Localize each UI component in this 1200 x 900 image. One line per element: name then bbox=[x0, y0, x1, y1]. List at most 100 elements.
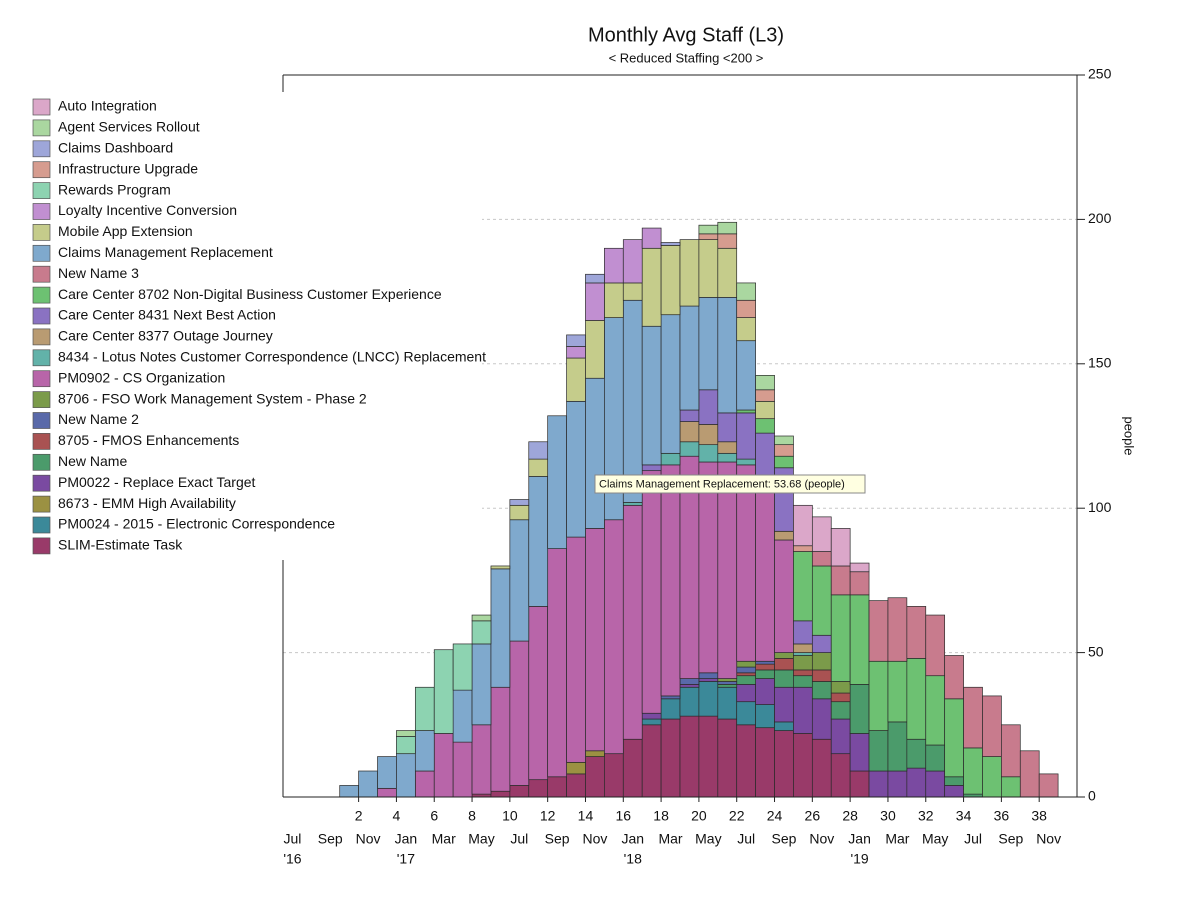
bar-segment bbox=[755, 487, 775, 662]
bar-segment bbox=[414, 730, 435, 772]
legend-label: Claims Management Replacement bbox=[58, 244, 273, 260]
x-date-label: Jan bbox=[621, 831, 644, 847]
bar-segment bbox=[717, 678, 738, 682]
bar-segment bbox=[396, 730, 416, 737]
x-date-label: Nov bbox=[1036, 831, 1061, 847]
legend-swatch bbox=[32, 391, 51, 408]
bar-segment bbox=[755, 669, 775, 679]
bar-segment bbox=[660, 695, 681, 700]
x-date-label: Jul bbox=[964, 831, 982, 847]
legend-swatch bbox=[32, 140, 51, 158]
x-tick-label: 2 bbox=[355, 808, 363, 824]
bar-segment bbox=[736, 660, 756, 668]
legend-swatch bbox=[32, 224, 51, 241]
tooltip: Claims Management Replacement: 53.68 (pe… bbox=[594, 474, 866, 494]
bar-segment bbox=[566, 346, 586, 359]
bar-segment bbox=[982, 756, 1002, 798]
bar-segment bbox=[811, 669, 832, 682]
legend-swatch bbox=[32, 474, 51, 492]
bar-segment bbox=[774, 652, 794, 659]
bar-segment bbox=[736, 464, 756, 662]
x-tick-label: 28 bbox=[842, 808, 858, 824]
bar-segment bbox=[585, 750, 605, 757]
bar-segment bbox=[566, 761, 586, 775]
bar-segment bbox=[358, 770, 378, 798]
bar-segment bbox=[793, 551, 813, 622]
x-date-label: Nov bbox=[356, 831, 381, 847]
bar-segment bbox=[641, 325, 662, 466]
bar-segment bbox=[717, 441, 738, 454]
bar-segment bbox=[679, 684, 700, 688]
x-tick-label: 38 bbox=[1031, 808, 1047, 824]
bar-segment bbox=[604, 753, 624, 798]
legend-label: Mobile App Extension bbox=[58, 223, 193, 239]
x-date-label: Mar bbox=[432, 831, 456, 847]
bar-segment bbox=[698, 233, 719, 240]
bar-segment bbox=[906, 738, 927, 769]
bar-segment bbox=[755, 389, 775, 402]
bar-segment bbox=[944, 698, 964, 778]
bar-segment bbox=[868, 660, 889, 731]
bar-segment bbox=[755, 663, 775, 671]
tooltip-text: Claims Management Replacement: 53.68 (pe… bbox=[599, 478, 845, 490]
bar-segment bbox=[679, 305, 700, 411]
x-date-label: Jul bbox=[510, 831, 528, 847]
bar-segment bbox=[755, 727, 775, 798]
bar-segment bbox=[717, 221, 738, 235]
bar-segment bbox=[717, 718, 738, 798]
bar-segment bbox=[982, 695, 1002, 757]
bar-segment bbox=[793, 643, 813, 653]
x-tick-label: 16 bbox=[615, 808, 631, 824]
bar-segment bbox=[622, 738, 643, 798]
bar-segment bbox=[490, 686, 511, 792]
legend-swatch bbox=[32, 433, 51, 450]
x-date-label: Mar bbox=[658, 831, 682, 847]
bar-segment bbox=[641, 712, 662, 720]
bar-segment bbox=[679, 686, 700, 717]
bar-segment bbox=[717, 684, 738, 688]
bar-segment bbox=[660, 314, 681, 454]
bar-segment bbox=[547, 776, 567, 798]
bar-segment bbox=[509, 640, 530, 786]
bar-segment bbox=[698, 672, 719, 679]
bar-segment bbox=[849, 770, 870, 798]
legend-swatch bbox=[32, 244, 51, 262]
bar-segment bbox=[1001, 776, 1021, 798]
legend-label: Infrastructure Upgrade bbox=[58, 160, 198, 176]
bar-segment bbox=[830, 594, 851, 682]
bar-segment bbox=[793, 655, 813, 671]
bar-segment bbox=[736, 412, 756, 460]
bar-segment bbox=[925, 675, 946, 746]
legend-label: New Name bbox=[58, 453, 127, 469]
bar-segment bbox=[660, 698, 681, 720]
legend-label: 8673 - EMM High Availability bbox=[58, 495, 236, 511]
x-tick-label: 22 bbox=[729, 808, 745, 824]
bar-segment bbox=[396, 753, 416, 798]
x-date-label: Nov bbox=[582, 831, 607, 847]
bar-segment bbox=[622, 282, 643, 301]
bar-segment bbox=[755, 418, 775, 434]
bar-segment bbox=[736, 672, 756, 677]
legend-label: PM0022 - Replace Exact Target bbox=[58, 474, 256, 490]
bar-segment bbox=[906, 606, 927, 659]
x-tick-label: 26 bbox=[805, 808, 821, 824]
tooltip-box bbox=[594, 474, 866, 494]
y-tick-label: 250 bbox=[1088, 66, 1112, 82]
bar-segment bbox=[1038, 773, 1059, 798]
bar-segment bbox=[868, 770, 889, 798]
bar-segment bbox=[660, 464, 681, 697]
bar-segment bbox=[830, 565, 851, 596]
bar-segment bbox=[736, 299, 756, 318]
bar-segment bbox=[736, 666, 756, 674]
bar-segment bbox=[698, 715, 719, 798]
legend-label: Auto Integration bbox=[58, 98, 157, 114]
bar-segment bbox=[849, 733, 870, 772]
legend-label: PM0024 - 2015 - Electronic Correspondenc… bbox=[58, 516, 335, 532]
legend-swatch bbox=[32, 537, 51, 555]
x-year-label: '16 bbox=[283, 851, 301, 867]
y-tick-label: 0 bbox=[1088, 788, 1096, 804]
legend-swatch bbox=[32, 307, 51, 325]
bar-segment bbox=[414, 770, 435, 798]
bar-segment bbox=[906, 767, 927, 798]
